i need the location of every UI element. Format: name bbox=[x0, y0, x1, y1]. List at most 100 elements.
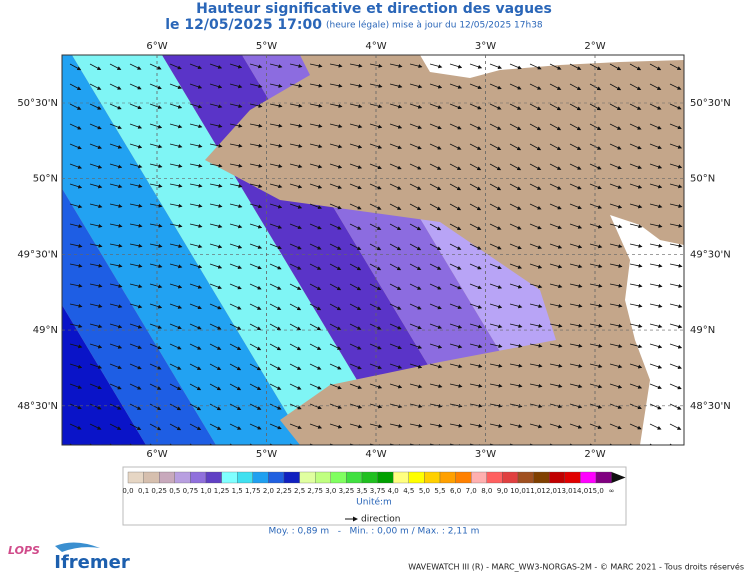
wave-arrow bbox=[129, 83, 142, 90]
colorbar-label: 0,0 bbox=[122, 487, 133, 495]
wave-arrow bbox=[109, 343, 123, 349]
wave-arrow bbox=[529, 423, 543, 429]
wave-arrow bbox=[409, 423, 423, 428]
wave-arrow bbox=[309, 83, 323, 88]
colorbar-label: 1,0 bbox=[200, 487, 211, 495]
lon-label: 5°W bbox=[256, 41, 277, 52]
wave-arrow bbox=[309, 143, 323, 149]
map-frame bbox=[61, 54, 685, 446]
wave-arrow bbox=[609, 183, 623, 189]
color-swatch bbox=[595, 471, 612, 484]
wave-arrow bbox=[669, 163, 683, 169]
wave-arrow bbox=[249, 403, 262, 410]
color-swatch bbox=[377, 471, 394, 484]
wave-arrow bbox=[89, 403, 102, 410]
wave-arrow bbox=[249, 163, 263, 168]
wave-arrow bbox=[149, 183, 163, 188]
wave-arrow bbox=[309, 403, 322, 410]
color-swatch bbox=[237, 471, 253, 484]
wave-arrow bbox=[489, 343, 503, 348]
wave-arrow bbox=[589, 183, 602, 190]
wave-arrow bbox=[669, 243, 683, 248]
wave-arrow bbox=[509, 143, 522, 151]
lat-label: 49°N bbox=[690, 325, 715, 336]
wave-arrows bbox=[69, 63, 683, 445]
wave-arrow bbox=[529, 163, 542, 171]
wave-arrow bbox=[469, 283, 482, 290]
wave-arrow bbox=[289, 303, 302, 311]
colorbar-label: 7,0 bbox=[466, 487, 477, 495]
lat-label: 50°N bbox=[690, 174, 715, 185]
wave-arrow bbox=[529, 183, 542, 190]
wave-arrow bbox=[509, 363, 523, 368]
wave-arrow bbox=[189, 363, 202, 370]
wave-arrow bbox=[389, 83, 403, 89]
wave-arrow bbox=[669, 303, 683, 309]
wave-arrow bbox=[329, 163, 343, 169]
wave-arrow bbox=[429, 143, 442, 150]
wave-arrow bbox=[289, 363, 302, 370]
wave-arrow bbox=[649, 363, 663, 369]
wave-arrow bbox=[229, 263, 242, 269]
wave-arrow bbox=[589, 143, 602, 150]
wave-arrow bbox=[89, 303, 103, 308]
colorbar-label: 4,5 bbox=[403, 487, 414, 495]
wave-arrow bbox=[409, 263, 422, 270]
wave-arrow bbox=[409, 183, 422, 190]
wave-arrow bbox=[549, 223, 562, 230]
wave-arrow bbox=[449, 183, 462, 191]
wave-arrow bbox=[649, 423, 662, 430]
wave-arrow bbox=[609, 383, 623, 389]
wave-arrow bbox=[89, 323, 103, 329]
wave-arrow bbox=[369, 323, 382, 330]
wave-arrow bbox=[669, 83, 682, 90]
wave-arrow bbox=[509, 303, 523, 309]
wave-arrow bbox=[89, 123, 102, 130]
wave-arrow bbox=[189, 123, 203, 129]
wave-arrow bbox=[249, 363, 262, 371]
wave-arrow bbox=[189, 163, 203, 168]
wave-arrow bbox=[269, 303, 282, 310]
wave-arrow bbox=[269, 363, 282, 371]
color-swatch bbox=[486, 471, 503, 484]
wave-arrow bbox=[109, 123, 122, 130]
wave-arrow bbox=[309, 63, 323, 68]
wave-arrow bbox=[469, 83, 482, 90]
wave-arrow bbox=[269, 243, 282, 250]
wave-arrow bbox=[169, 383, 182, 390]
wave-arrow bbox=[649, 183, 663, 189]
wave-arrow bbox=[509, 163, 522, 171]
wave-arrow bbox=[569, 423, 583, 429]
color-swatch bbox=[315, 471, 331, 484]
wave-arrow bbox=[349, 403, 363, 409]
wave-arrow bbox=[349, 243, 362, 250]
color-swatch bbox=[127, 471, 144, 484]
wave-arrow bbox=[189, 263, 203, 269]
wave-arrow bbox=[529, 223, 542, 230]
wave-arrow bbox=[169, 123, 183, 129]
wave-arrow bbox=[629, 103, 642, 110]
wave-arrow bbox=[609, 103, 622, 110]
wave-arrow bbox=[289, 163, 303, 169]
wave-arrow bbox=[549, 383, 563, 388]
wave-arrow bbox=[489, 243, 502, 250]
wave-arrow bbox=[129, 403, 142, 410]
wave-arrow bbox=[649, 283, 663, 288]
wave-arrow bbox=[369, 423, 383, 429]
wave-arrow bbox=[69, 263, 83, 268]
wave-arrow bbox=[129, 323, 143, 329]
wave-arrow bbox=[109, 383, 122, 390]
wave-arrow bbox=[149, 263, 163, 269]
colorbar-label: 6,0 bbox=[450, 487, 461, 495]
wave-arrow bbox=[509, 63, 522, 70]
wave-arrow bbox=[329, 203, 342, 210]
wave-arrow bbox=[169, 143, 183, 149]
wave-arrow bbox=[569, 203, 582, 210]
wave-arrow bbox=[289, 63, 303, 68]
color-swatch bbox=[549, 471, 565, 484]
wave-arrow bbox=[649, 203, 663, 209]
wave-arrow bbox=[289, 343, 302, 351]
wave-arrow bbox=[589, 303, 603, 308]
wave-arrow bbox=[429, 343, 443, 349]
wave-arrow bbox=[429, 383, 443, 389]
